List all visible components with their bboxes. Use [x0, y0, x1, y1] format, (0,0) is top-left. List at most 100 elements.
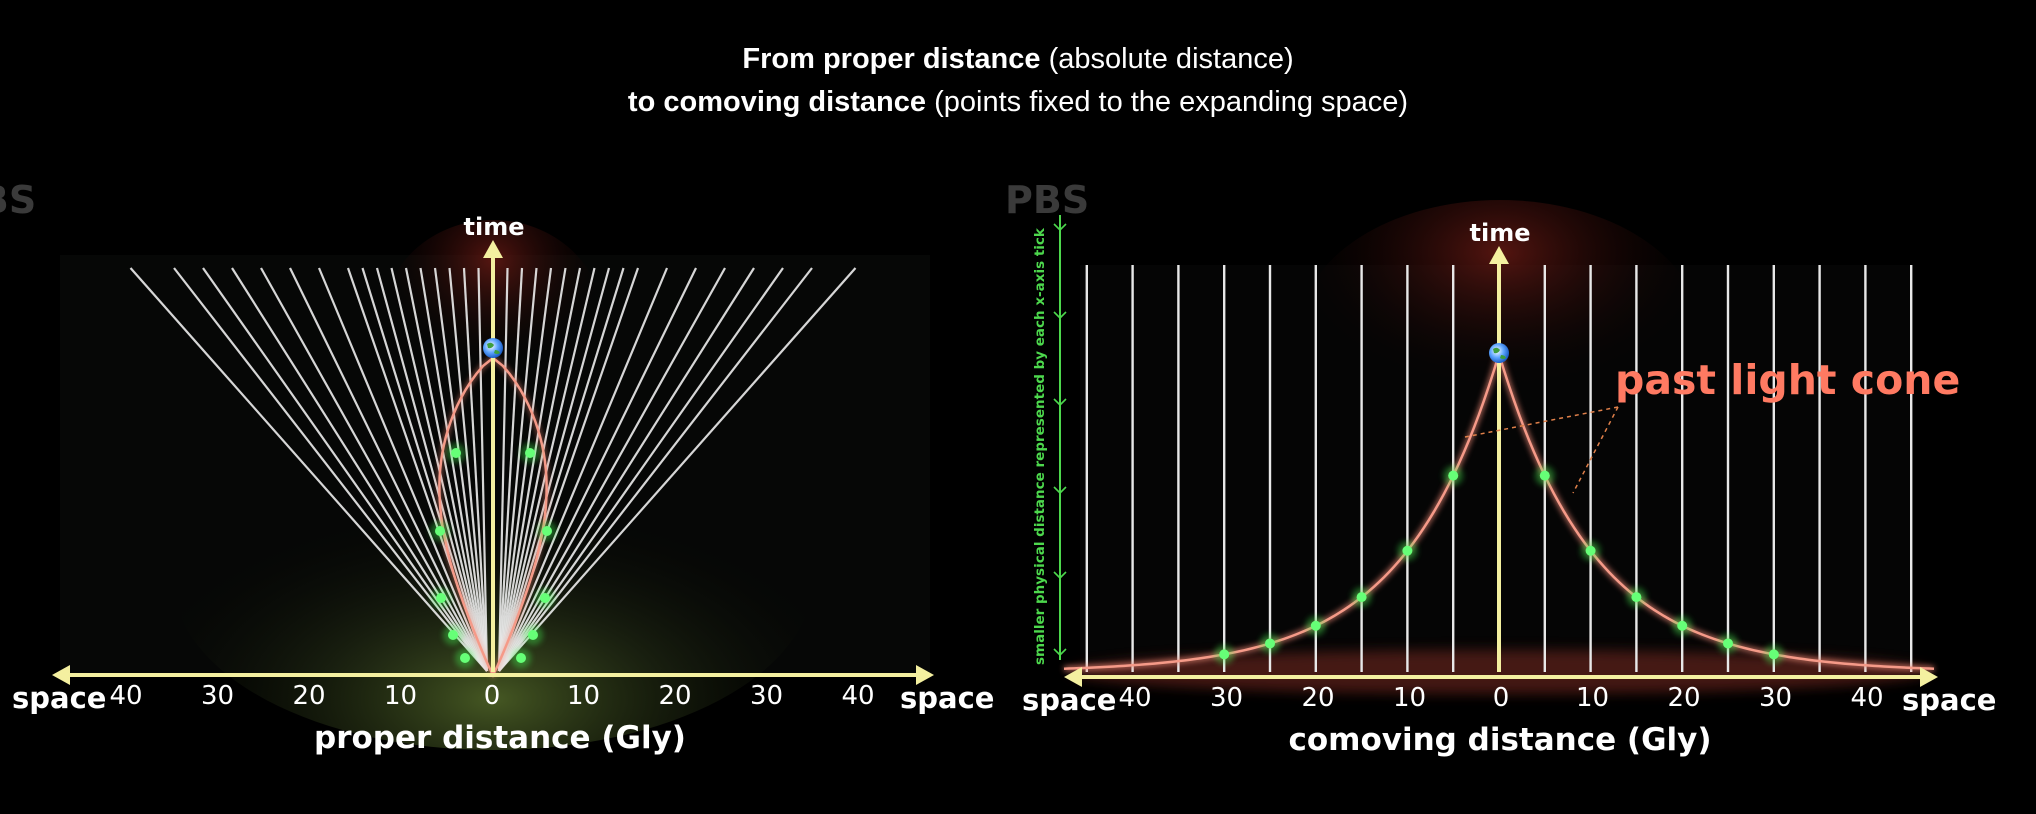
intersection-dot: [460, 653, 470, 663]
intersection-dot: [1356, 592, 1367, 603]
right-x-tick-labels: 40 30 20 10 0 10 20 30 40: [1118, 683, 1883, 713]
worldline: [497, 267, 538, 672]
intersection-dot: [540, 593, 550, 603]
past-light-cone-label: past light cone: [1615, 356, 1960, 404]
intersection-dot: [1539, 470, 1550, 481]
worldline: [498, 267, 857, 672]
intersection-dot: [435, 526, 445, 536]
right-space-arrowhead-left: [1064, 667, 1082, 687]
watermark-left: PBS: [0, 178, 37, 222]
worldline: [498, 267, 726, 672]
right-space-arrowhead-right: [1920, 667, 1938, 687]
x-tick-label: 20: [658, 681, 691, 711]
intersection-dot: [528, 630, 538, 640]
left-panel: time space space 40 30 20 10 0 10 20 30 40 prope…: [12, 213, 994, 756]
intersection-dot: [1768, 649, 1779, 660]
worldline: [289, 267, 488, 672]
worldline: [498, 267, 697, 672]
left-x-tick-labels: 40 30 20 10 0 10 20 30 40: [109, 681, 874, 711]
earth-icon: [1489, 343, 1509, 363]
intersection-dot: [1723, 638, 1733, 649]
left-x-axis-title: proper distance (Gly): [314, 720, 686, 756]
intersection-dot: [1631, 592, 1642, 603]
left-time-label: time: [464, 213, 525, 241]
x-tick-label: 30: [750, 681, 783, 711]
intersection-dot: [516, 653, 526, 663]
intersection-dot: [1402, 545, 1413, 556]
x-tick-label: 0: [1493, 683, 1510, 713]
intersection-dot: [1219, 649, 1230, 660]
left-space-arrowhead-right: [916, 665, 934, 685]
worldline: [433, 267, 489, 672]
worldline: [497, 267, 509, 672]
x-tick-label: 20: [1667, 683, 1700, 713]
chevron-down-icon: [1053, 398, 1067, 407]
x-tick-label: 10: [384, 681, 417, 711]
worldline: [448, 267, 489, 672]
left-worldlines: [129, 267, 857, 672]
x-tick-label: 30: [1759, 683, 1792, 713]
intersection-dot: [1265, 638, 1275, 649]
worldline: [404, 267, 489, 672]
worldline: [419, 267, 489, 672]
right-time-arrowhead: [1489, 246, 1509, 264]
worldline: [497, 267, 611, 672]
chevron-down-icon: [1053, 311, 1067, 320]
chevron-down-icon: [1053, 571, 1067, 580]
watermark-right: PBS: [1005, 178, 1090, 222]
left-time-arrowhead: [483, 240, 503, 258]
x-tick-label: 20: [1301, 683, 1334, 713]
worldline: [497, 267, 669, 672]
right-space-label-left: space: [1022, 683, 1116, 717]
worldline: [361, 267, 489, 672]
right-space-label-right: space: [1902, 683, 1996, 717]
x-tick-label: 20: [292, 681, 325, 711]
worldline: [497, 267, 567, 672]
worldline: [497, 267, 524, 672]
intersection-dot: [1448, 470, 1459, 481]
x-tick-label: 0: [484, 681, 501, 711]
worldline: [497, 267, 582, 672]
side-note: smaller physical distance represented by…: [1032, 227, 1048, 665]
intersection-dot: [448, 630, 458, 640]
light-cone-curve: [1497, 353, 1935, 670]
chevron-down-icon: [1053, 486, 1067, 495]
x-tick-label: 40: [841, 681, 874, 711]
worldline: [477, 267, 489, 672]
worldline: [497, 267, 625, 672]
right-light-cone: [1063, 353, 1935, 672]
right-time-label: time: [1470, 219, 1531, 247]
header: From proper distance (absolute distance)…: [0, 38, 2036, 124]
header-line-2: to comoving distance (points fixed to th…: [627, 86, 1409, 118]
intersection-dot: [436, 593, 446, 603]
x-tick-label: 30: [1210, 683, 1243, 713]
intersection-dot: [1310, 620, 1321, 631]
x-tick-label: 10: [1576, 683, 1609, 713]
left-space-arrowhead-left: [52, 665, 70, 685]
x-tick-label: 30: [201, 681, 234, 711]
worldline: [497, 267, 553, 672]
intersection-dot: [525, 448, 535, 458]
left-intersection-dots: [430, 443, 557, 668]
intersection-dot: [1677, 620, 1688, 631]
x-tick-label: 10: [567, 681, 600, 711]
x-tick-label: 40: [1850, 683, 1883, 713]
earth-icon: [483, 338, 503, 358]
worldline: [260, 267, 488, 672]
right-panel: smaller physical distance represented by…: [1022, 200, 1996, 758]
side-arrow: [1053, 215, 1067, 660]
intersection-dot: [542, 526, 552, 536]
left-space-label-left: space: [12, 681, 106, 715]
right-intersection-dots: [1214, 465, 1784, 665]
x-tick-label: 10: [1393, 683, 1426, 713]
worldline: [375, 267, 489, 672]
worldline: [462, 267, 489, 672]
chevron-down-icon: [1053, 648, 1067, 657]
x-tick-label: 40: [109, 681, 142, 711]
annotation-leader-lines: [1464, 406, 1619, 494]
chevron-down-icon: [1053, 223, 1067, 232]
right-x-axis-title: comoving distance (Gly): [1288, 722, 1711, 758]
left-space-label-right: space: [900, 681, 994, 715]
header-line-1: From proper distance (absolute distance): [742, 43, 1294, 75]
